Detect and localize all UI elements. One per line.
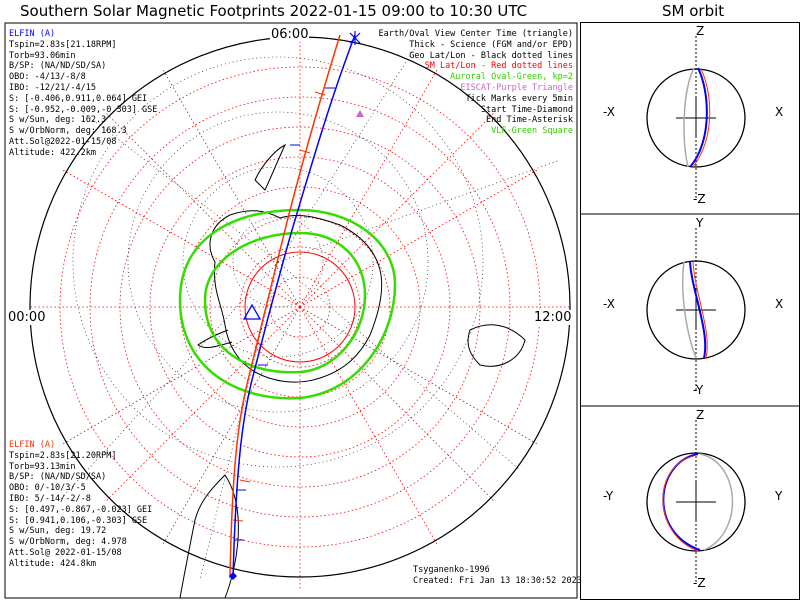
sm-panel-xy: [646, 228, 746, 392]
sat-name: ELFIN (A): [9, 29, 56, 39]
legend-item: Tick Marks every 5min: [465, 93, 573, 104]
sm-axis-top-1: Z: [696, 24, 705, 38]
info-line: S w/OrbNorm, deg: 4.978: [9, 537, 127, 548]
geo-grid: [59, 39, 561, 581]
info-line: Altitude: 424.8km: [9, 558, 96, 569]
info-line: S w/Sun, deg: 19.72: [9, 526, 107, 537]
info-line: IBO: -12/21/-4/15: [9, 82, 96, 93]
info-line: Altitude: 422.2km: [9, 147, 96, 158]
legend-item: Start Time-Diamond: [480, 104, 573, 115]
model-label: Tsyganenko-1996: [413, 565, 490, 575]
antarctica-coastline: [209, 210, 383, 383]
sm-axis-right-3: Y: [775, 489, 783, 503]
info-line: Tspin=2.83s[21.18RPM]: [9, 39, 117, 50]
legend-item: VLF-Green Square: [491, 126, 573, 137]
info-line: Att.Sol@ 2022-01-15/08: [9, 547, 122, 558]
legend-item: Geo Lat/Lon - Black dotted lines: [409, 50, 573, 61]
info-line: IBO: 5/-14/-2/-8: [9, 493, 91, 504]
sm-latitude-circle: [244, 251, 356, 363]
info-line: S: [0.497,-0.867,-0.023] GEI: [9, 504, 153, 515]
sm-axis-left-3: -Y: [603, 489, 614, 503]
orbit-footprint-red: [229, 34, 341, 579]
sm-axis-bottom-1: -Z: [693, 192, 706, 206]
hour-label-06: 06:00: [270, 27, 310, 42]
center-triangle-marker: [242, 303, 262, 320]
info-line: S: [0.941,0.106,-0.303] GSE: [9, 515, 148, 526]
page-title: Southern Solar Magnetic Footprints 2022-…: [20, 2, 528, 20]
sm-axis-bottom-2: -Y: [693, 383, 704, 397]
south-america-coastline: [179, 474, 239, 599]
info-line: OBO: -4/13/-8/8: [9, 72, 86, 83]
sm-panel-yz: [646, 420, 746, 584]
eiscat-triangle-marker: [356, 110, 364, 117]
sm-axis-right-1: X: [775, 105, 784, 119]
legend: Earth/Oval View Center Time (triangle) T…: [379, 29, 573, 137]
sm-axis-top-3: Z: [696, 408, 705, 422]
footer: Tsyganenko-1996 Created: Fri Jan 13 18:3…: [413, 565, 582, 587]
start-diamond-marker: [229, 572, 237, 580]
legend-item: Auroral Oval-Green, kp=2: [450, 72, 573, 83]
sm-panel-xz: [646, 36, 746, 200]
sm-axis-top-2: Y: [696, 216, 704, 230]
info-line: Torb=93.13min: [9, 461, 76, 472]
legend-item: Thick - Science (FGM and/or EPD): [409, 39, 573, 50]
sm-axis-right-2: X: [775, 297, 784, 311]
info-line: S: [-0.406,0.911,0.064] GEI: [9, 93, 148, 104]
info-line: Att.Sol@2022-01-15/08: [9, 136, 117, 147]
africa-coastline: [254, 143, 287, 191]
sat-info-secondary: ELFIN (A) Tspin=2.83s[21.20RPM] Torb=93.…: [9, 440, 152, 570]
legend-item: Earth/Oval View Center Time (triangle): [378, 29, 573, 39]
legend-item: End Time-Asterisk: [486, 115, 573, 126]
end-asterisk-marker: [349, 31, 361, 45]
sm-axis-left-2: -X: [603, 297, 615, 311]
auroral-oval-outer: [178, 208, 397, 400]
hour-label-12: 12:00: [533, 310, 573, 325]
info-line: Tspin=2.83s[21.20RPM]: [9, 450, 117, 461]
info-line: OBO: 0/-10/3/-5: [9, 483, 86, 494]
info-line: B/SP: (NA/ND/SD/SA): [9, 61, 107, 72]
sm-orbit-title: SM orbit: [662, 2, 725, 20]
info-line: S: [-0.952,-0.009,-0.303] GSE: [9, 104, 158, 115]
info-line: S w/OrbNorm, deg: 168.3: [9, 126, 127, 137]
sm-axis-bottom-3: -Z: [693, 576, 706, 590]
orbit-footprint-blue: [232, 34, 356, 579]
legend-item: EISCAT-Purple Triangle: [460, 82, 573, 93]
sm-grid: [30, 30, 570, 590]
australia-coastline: [467, 324, 526, 367]
hour-label-00: 00:00: [7, 310, 47, 325]
info-line: B/SP: (NA/ND/SD/SA): [9, 472, 107, 483]
info-line: S w/Sun, deg: 162.3: [9, 115, 107, 126]
sm-axis-left-1: -X: [603, 105, 615, 119]
sat-info-primary: ELFIN (A) Tspin=2.83s[21.18RPM] Torb=93.…: [9, 29, 157, 159]
created-timestamp: Created: Fri Jan 13 18:30:52 2023: [413, 576, 582, 586]
antarctic-peninsula: [197, 329, 233, 349]
auroral-oval-inner: [203, 231, 367, 374]
sat-name: ELFIN (A): [9, 440, 56, 450]
map-frame: [4, 22, 578, 599]
info-line: Torb=93.06min: [9, 50, 76, 61]
legend-item: SM Lat/Lon - Red dotted lines: [424, 61, 573, 72]
